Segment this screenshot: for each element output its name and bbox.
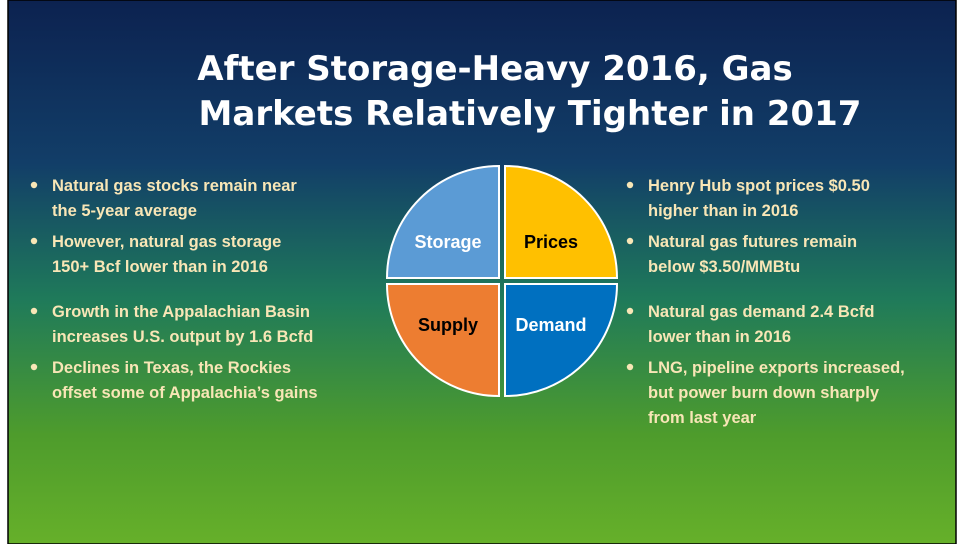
quadrant-label: Demand xyxy=(515,315,586,335)
bullet-dot xyxy=(626,237,634,245)
bullet-text: Henry Hub spot prices $0.50 xyxy=(648,177,870,195)
quadrant-label: Storage xyxy=(414,232,481,252)
bullet-text: 150+ Bcf lower than in 2016 xyxy=(52,258,268,276)
bullet-dot xyxy=(626,181,634,189)
bullet-text: Declines in Texas, the Rockies xyxy=(52,359,291,377)
bullet-dot xyxy=(626,363,634,371)
bullet-text: However, natural gas storage xyxy=(52,233,281,251)
quadrant xyxy=(504,164,619,279)
bullet-dot xyxy=(626,307,634,315)
bullet-text: LNG, pipeline exports increased, xyxy=(648,359,905,377)
bullet-dot xyxy=(30,181,38,189)
quadrant xyxy=(385,164,500,279)
bullet-text: offset some of Appalachia’s gains xyxy=(52,384,318,402)
bullet-text: Natural gas demand 2.4 Bcfd xyxy=(648,303,874,321)
bullet-text: Natural gas stocks remain near xyxy=(52,177,297,195)
bullet-text: Natural gas futures remain xyxy=(648,233,857,251)
title-line: After Storage-Heavy 2016, Gas xyxy=(197,49,792,89)
bullet-text: below $3.50/MMBtu xyxy=(648,258,800,276)
quadrant-label: Supply xyxy=(418,315,478,335)
bullet-dot xyxy=(30,237,38,245)
title-line: Markets Relatively Tighter in 2017 xyxy=(199,94,862,134)
pie xyxy=(385,164,619,398)
quadrant xyxy=(504,283,619,398)
bullet-text: lower than in 2016 xyxy=(648,328,791,346)
bullet-dot xyxy=(30,307,38,315)
quadrant xyxy=(385,283,500,398)
bullet-text: Growth in the Appalachian Basin xyxy=(52,303,310,321)
bullet-text: the 5-year average xyxy=(52,202,197,220)
quadrant-label: Prices xyxy=(524,232,578,252)
bullet-text: but power burn down sharply xyxy=(648,384,880,402)
bullet-text: higher than in 2016 xyxy=(648,202,798,220)
bullet-dot xyxy=(30,363,38,371)
bullet-text: increases U.S. output by 1.6 Bcfd xyxy=(52,328,313,346)
bullet-text: from last year xyxy=(648,409,757,427)
